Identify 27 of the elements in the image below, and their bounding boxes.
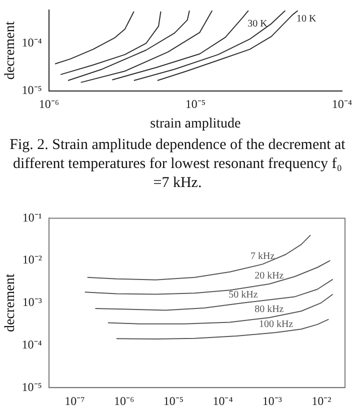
y-tick-label: 10⁻¹: [22, 210, 42, 224]
x-tick-label: 10⁻⁵: [185, 97, 206, 112]
caption: Fig. 2. Strain amplitude dependence of the decrement at different temperatures for lowest resonant frequency f₀ =7 kHz.: [8, 136, 346, 193]
series-label: 10 K: [296, 13, 318, 24]
y-tick-label: 10⁻⁵: [22, 82, 42, 97]
y-tick-label: 10⁻³: [22, 295, 42, 310]
x-tick-label: 10⁻⁷: [64, 394, 85, 408]
x-tick-label: 10⁻⁶: [38, 97, 60, 112]
series-label: 80 kHz: [254, 304, 284, 316]
y-axis-title: decrement: [3, 274, 18, 332]
series-label: 20 kHz: [254, 270, 284, 282]
x-tick-label: 10⁻⁶: [114, 394, 134, 408]
y-tick-label: 10⁻⁴: [22, 337, 42, 352]
x-tick-label: 10⁻⁴: [332, 97, 352, 112]
x-tick-label: 10⁻⁵: [163, 394, 184, 408]
y-tick-label: 10⁻⁵: [22, 380, 42, 394]
x-axis-title: strain amplitude: [150, 116, 241, 132]
series-label: 50 kHz: [228, 290, 258, 301]
y-axis-title: decrement: [3, 21, 18, 80]
series-label: 100 kHz: [258, 319, 294, 330]
x-tick-label: 10⁻³: [262, 394, 282, 408]
x-tick-label: 10⁻²: [312, 394, 332, 408]
y-tick-label: 10⁻⁴: [22, 36, 42, 50]
x-tick-label: 10⁻⁴: [212, 394, 233, 408]
series-label: 30 K: [248, 18, 268, 30]
y-tick-label: 10⁻²: [22, 252, 42, 267]
series-label: 7 kHz: [250, 250, 276, 262]
